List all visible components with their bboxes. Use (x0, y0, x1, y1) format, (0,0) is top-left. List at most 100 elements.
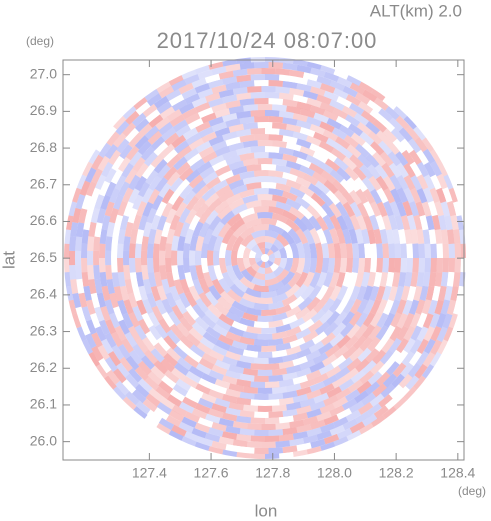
echo-cell (375, 214, 386, 231)
echo-cell (254, 393, 269, 401)
echo-cell (211, 422, 227, 432)
echo-cell (104, 201, 115, 217)
echo-cell (416, 174, 429, 190)
echo-cell (419, 285, 429, 301)
echo-cell (320, 64, 336, 75)
echo-cell (83, 285, 92, 301)
echo-cell (409, 338, 423, 355)
echo-cell (302, 330, 319, 343)
echo-cell (113, 306, 124, 322)
echo-cell (71, 313, 82, 329)
echo-cell (197, 417, 214, 428)
echo-cell (306, 369, 322, 381)
echo-cell (271, 212, 288, 224)
echo-cell (225, 350, 241, 361)
echo-cell (98, 258, 106, 273)
echo-cell (178, 82, 194, 95)
echo-cell (160, 358, 175, 373)
echo-cell (211, 440, 227, 450)
echo-cell (302, 308, 318, 323)
echo-cell (275, 68, 291, 76)
echo-cell (373, 97, 389, 111)
echo-cell (315, 284, 329, 301)
echo-cell (325, 158, 341, 172)
echo-cell (174, 140, 190, 154)
echo-cell (329, 285, 342, 302)
echo-cell (101, 161, 114, 178)
echo-cell (211, 103, 227, 113)
echo-cell (402, 200, 413, 217)
echo-cell (145, 331, 159, 347)
echo-cell (105, 265, 113, 280)
echo-cell (342, 214, 355, 231)
echo-cell (159, 236, 168, 251)
echo-cell (81, 258, 88, 273)
echo-cell (68, 250, 76, 266)
echo-cell (261, 199, 277, 208)
echo-cell (218, 417, 234, 427)
echo-cell (105, 181, 117, 197)
echo-cell (265, 109, 280, 117)
echo-cell (247, 441, 262, 448)
echo-cell (278, 147, 294, 156)
echo-cell (256, 260, 263, 267)
x-tick-label: 128.4 (440, 465, 475, 481)
echo-cell (316, 94, 332, 105)
echo-cell (383, 188, 396, 204)
echo-cell (349, 421, 366, 434)
echo-cell (116, 362, 130, 378)
echo-cell (198, 278, 211, 295)
echo-cell (365, 381, 381, 395)
echo-cell (198, 208, 212, 224)
echo-cell (87, 265, 95, 280)
echo-cell (159, 265, 168, 280)
echo-cell (359, 370, 375, 385)
echo-cell (431, 285, 441, 302)
echo-cell (282, 80, 298, 89)
echo-cell (225, 407, 241, 416)
echo-cell (146, 258, 154, 273)
echo-cell (408, 299, 420, 315)
echo-cell (369, 393, 385, 407)
echo-cell (305, 154, 321, 167)
echo-cell (242, 212, 259, 224)
echo-cell (254, 258, 262, 263)
echo-cell (355, 143, 370, 158)
echo-cell (254, 235, 265, 245)
echo-cell (340, 178, 354, 194)
echo-cell (268, 134, 284, 142)
echo-cell (239, 373, 255, 382)
echo-cell (188, 285, 201, 302)
echo-cell (178, 207, 191, 224)
echo-cell (101, 338, 114, 355)
echo-cell (172, 119, 188, 133)
echo-cell (212, 323, 229, 337)
echo-cell (125, 145, 140, 161)
echo-cell (239, 80, 255, 88)
echo-cell (166, 329, 181, 345)
echo-cell (214, 378, 231, 389)
echo-cell (245, 307, 262, 316)
echo-cell (123, 201, 134, 217)
echo-cell (376, 371, 391, 386)
echo-cell (154, 271, 163, 287)
echo-cell (218, 436, 234, 446)
echo-cell (96, 208, 107, 224)
echo-cell (392, 138, 407, 154)
echo-cell (179, 316, 194, 332)
echo-cell (329, 80, 346, 92)
echo-cell (345, 409, 362, 422)
echo-cell (308, 183, 324, 197)
echo-cell (198, 357, 215, 370)
echo-cell (231, 300, 248, 313)
echo-cell (86, 250, 94, 266)
echo-cell (323, 433, 340, 445)
echo-cell (405, 375, 420, 390)
echo-cell (422, 271, 431, 287)
echo-cell (232, 235, 244, 252)
echo-cell (201, 131, 217, 144)
echo-cell (416, 188, 428, 204)
echo-cell (201, 187, 217, 202)
echo-cell (318, 363, 335, 376)
echo-cell (265, 399, 280, 407)
